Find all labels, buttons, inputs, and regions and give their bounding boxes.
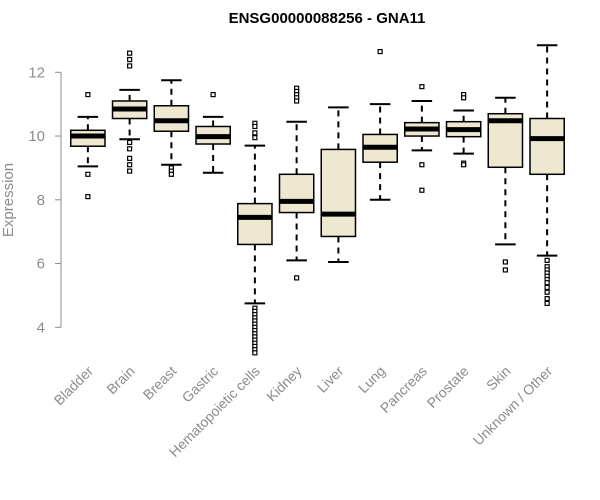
outlier-point: [294, 275, 300, 281]
x-category-label: Bladder: [51, 363, 97, 409]
outlier-point: [127, 56, 133, 63]
y-axis-label: Expression: [0, 163, 17, 237]
outlier-point: [544, 296, 550, 302]
box-group: [237, 120, 273, 356]
box-group: [529, 44, 565, 307]
outlier-point: [85, 171, 91, 177]
outlier-point: [252, 130, 258, 136]
outlier-point: [544, 257, 550, 263]
outlier-point: [168, 171, 174, 177]
x-category-label: Unknown / Other: [470, 363, 556, 449]
outlier-point: [419, 187, 425, 193]
outlier-point: [419, 84, 425, 90]
box-group: [404, 84, 440, 193]
box-group: [362, 48, 398, 201]
box-group: [278, 85, 315, 281]
outlier-point: [461, 162, 467, 168]
x-category-label: Brain: [103, 363, 137, 397]
box: [529, 117, 565, 176]
outlier-point: [544, 289, 550, 295]
chart-title: ENSG00000088256 - GNA11: [229, 10, 426, 27]
outlier-point: [127, 139, 133, 146]
y-axis: 4 6 8 10 12: [28, 64, 62, 336]
outlier-point: [127, 146, 133, 152]
outlier-point: [294, 98, 300, 104]
x-category-label: Breast: [140, 363, 180, 403]
x-category-label: Kidney: [263, 363, 305, 405]
y-tick-label: 8: [37, 192, 45, 209]
outlier-point: [127, 168, 133, 174]
box-group: [487, 96, 524, 273]
outlier-point: [252, 135, 258, 141]
boxes: [70, 44, 565, 356]
outlier-point: [544, 300, 550, 307]
outlier-point: [252, 123, 258, 130]
box-group: [445, 91, 482, 168]
outlier-point: [85, 194, 91, 200]
x-category-label: Skin: [483, 363, 514, 394]
x-category-label: Prostate: [424, 363, 472, 411]
outlier-point: [461, 95, 467, 101]
outlier-point: [85, 91, 91, 98]
outlier-point: [127, 155, 133, 161]
box: [278, 173, 315, 214]
outlier-point: [127, 50, 133, 56]
outlier-point: [377, 48, 383, 55]
outlier-point: [252, 350, 258, 356]
y-tick-label: 10: [28, 128, 45, 145]
outlier-point: [544, 284, 550, 291]
outlier-point: [127, 162, 133, 168]
box-group: [70, 91, 106, 200]
box-group: [195, 91, 231, 174]
x-category-label: Liver: [314, 363, 347, 396]
outlier-point: [544, 280, 550, 286]
box: [237, 202, 273, 246]
box-group: [153, 79, 190, 177]
outlier-point: [210, 91, 216, 98]
box-group: [320, 106, 357, 263]
x-category-label: Lung: [355, 363, 388, 396]
y-tick-label: 4: [37, 319, 45, 336]
y-tick-label: 6: [37, 256, 45, 273]
outlier-point: [502, 267, 508, 273]
box: [320, 148, 357, 238]
outlier-point: [127, 63, 133, 69]
outlier-point: [502, 259, 508, 265]
box-group: [111, 50, 148, 174]
y-tick-label: 12: [28, 64, 45, 81]
outlier-point: [419, 162, 425, 168]
